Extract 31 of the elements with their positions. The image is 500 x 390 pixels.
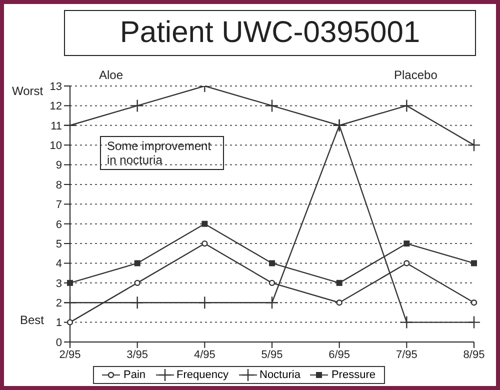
y-tick-label: 10 (50, 140, 62, 152)
x-tick-label: 7/95 (396, 348, 418, 361)
legend-label: Frequency (176, 369, 228, 381)
y-tick-label: 13 (50, 80, 62, 93)
text: Aloe (99, 68, 124, 82)
legend-label: Nocturia (258, 369, 300, 381)
y-tick-label: 8 (56, 179, 62, 192)
x-tick-label: 3/95 (126, 348, 148, 361)
text: Placebo (394, 68, 438, 82)
y-tick-label: 12 (50, 100, 62, 113)
x-tick-label: 2/95 (59, 348, 81, 361)
y-tick-label: 1 (56, 317, 62, 330)
y-tick-label: 6 (56, 218, 62, 231)
y-tick-label: 3 (56, 278, 62, 290)
y-tick-label: 5 (56, 238, 62, 250)
x-tick-label: 4/95 (194, 348, 216, 361)
y-tick-label: 2 (56, 298, 62, 310)
y-tick-label: 11 (50, 120, 62, 132)
y-tick-label: 7 (56, 199, 62, 212)
annotation: Some improvement in nocturia (100, 136, 224, 170)
legend-label: Pain (122, 369, 146, 381)
x-tick-label: 5/95 (261, 348, 283, 361)
y-tick-label: 9 (56, 160, 62, 172)
y-tick-label: 4 (56, 258, 62, 270)
legend-label: Pressure (330, 369, 376, 381)
chart-title: Patient UWC-0395001 (64, 10, 476, 56)
text: Best (20, 313, 44, 327)
x-tick-label: 8/95 (463, 348, 485, 361)
x-tick-label: 6/95 (328, 348, 350, 361)
text: Worst (12, 84, 44, 98)
y-tick-label: 0 (56, 336, 62, 349)
